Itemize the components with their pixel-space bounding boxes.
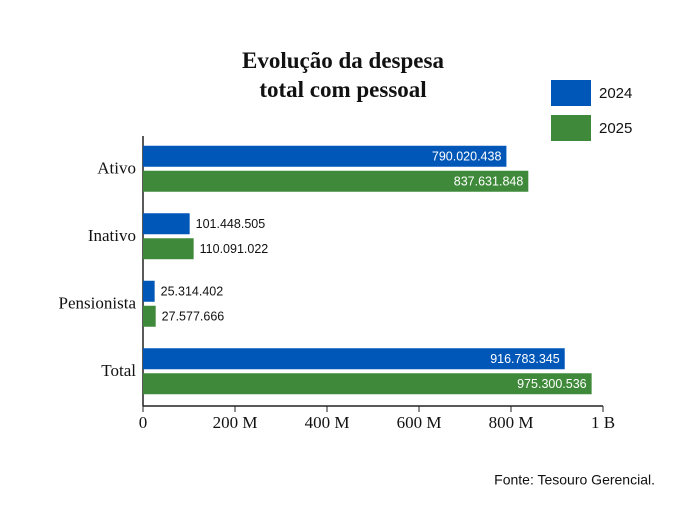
legend-swatch: [551, 80, 591, 106]
x-tick-label: 1 B: [591, 413, 615, 432]
legend-swatch: [551, 115, 591, 141]
value-label: 101.448.505: [196, 217, 266, 231]
bar: [143, 170, 529, 192]
value-label: 975.300.536: [517, 377, 587, 391]
value-label: 27.577.666: [162, 310, 225, 324]
legend-label: 2024: [599, 85, 632, 102]
bar: [143, 238, 194, 260]
source: Fonte: Tesouro Gerencial.: [494, 472, 655, 488]
bar: [143, 373, 592, 395]
x-tick-label: 200 M: [213, 413, 258, 432]
chart-title: Evolução da despesa total com pessoal: [242, 48, 444, 102]
y-tick-label: Inativo: [88, 226, 136, 245]
bar: [143, 305, 156, 327]
value-label: 25.314.402: [161, 285, 224, 299]
value-label: 110.091.022: [200, 242, 269, 256]
x-tick-label: 800 M: [489, 413, 534, 432]
bar: [143, 145, 507, 167]
x-tick-label: 600 M: [397, 413, 442, 432]
x-tick-label: 0: [139, 413, 148, 432]
bar: [143, 280, 155, 302]
y-tick-label: Total: [101, 361, 136, 380]
value-label: 790.020.438: [432, 150, 502, 164]
legend-label: 2025: [599, 120, 632, 137]
x-tick-label: 400 M: [305, 413, 350, 432]
y-tick-label: Ativo: [97, 159, 136, 178]
value-label: 916.783.345: [490, 352, 560, 366]
bar: [143, 348, 565, 370]
bar: [143, 213, 190, 235]
y-tick-label: Pensionista: [59, 294, 137, 313]
value-label: 837.631.848: [454, 175, 524, 189]
